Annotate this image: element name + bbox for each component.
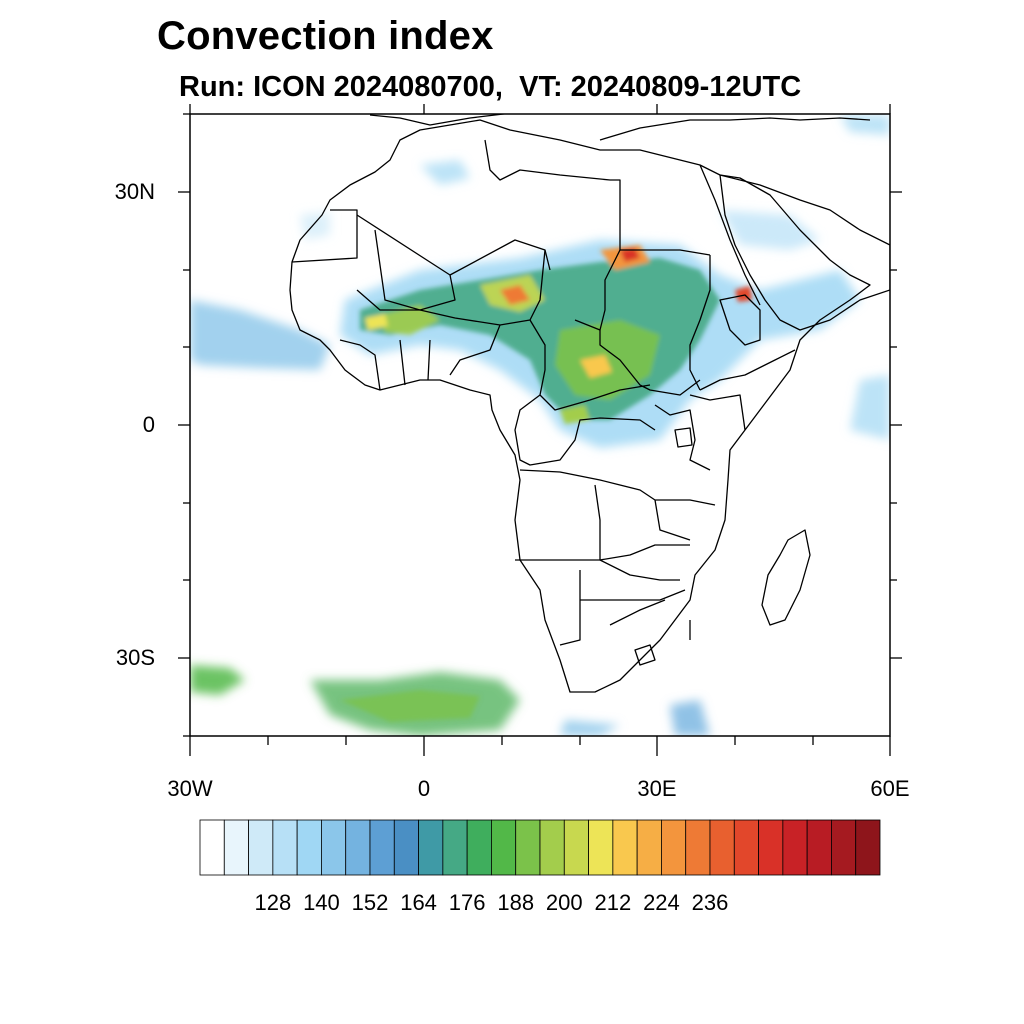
- colorbar-swatch: [515, 819, 541, 876]
- colorbar-label: 128: [254, 890, 292, 915]
- colorbar-swatch: [758, 819, 784, 876]
- colorbar-swatch: [321, 819, 347, 876]
- colorbar-swatch: [248, 819, 274, 876]
- map-title: Convection index: [157, 14, 494, 58]
- colorbar-swatch: [345, 819, 371, 876]
- colorbar-swatch: [393, 819, 419, 876]
- colorbar-swatch: [661, 819, 687, 876]
- lon-label-60e: 60E: [870, 776, 910, 801]
- colorbar-swatch: [491, 819, 517, 876]
- colorbar-swatch: [466, 819, 492, 876]
- lon-label-0: 0: [417, 776, 431, 801]
- colorbar-swatch: [782, 819, 808, 876]
- map-frame: [189, 113, 891, 737]
- colorbar-swatch: [369, 819, 395, 876]
- colorbar-swatch: [563, 819, 589, 876]
- colorbar-label: 140: [303, 890, 340, 915]
- colorbar-swatch: [223, 819, 249, 876]
- colorbar-label: 176: [448, 890, 486, 915]
- colorbar: [199, 819, 881, 876]
- lat-label-30n: 30N: [114, 179, 155, 204]
- colorbar-swatch: [272, 819, 298, 876]
- colorbar-label: 152: [351, 890, 389, 915]
- lon-label-30w: 30W: [167, 776, 213, 801]
- colorbar-label: 236: [691, 890, 729, 915]
- colorbar-swatch: [199, 819, 225, 876]
- colorbar-label: 212: [594, 890, 632, 915]
- coastlines-borders: [289, 114, 890, 693]
- convection-field: [190, 115, 890, 736]
- colorbar-swatch: [296, 819, 322, 876]
- colorbar-swatch: [539, 819, 565, 876]
- lon-ticks: [189, 104, 891, 756]
- colorbar-swatch: [588, 819, 614, 876]
- colorbar-swatch: [855, 819, 881, 876]
- colorbar-swatch: [612, 819, 638, 876]
- lon-label-30e: 30E: [637, 776, 677, 801]
- lat-label-0: 0: [142, 412, 155, 437]
- colorbar-swatch: [831, 819, 857, 876]
- map-subtitle: Run: ICON 2024080700, VT: 20240809-12UTC: [179, 71, 802, 103]
- colorbar-swatch: [418, 819, 444, 876]
- colorbar-label: 224: [643, 890, 680, 915]
- colorbar-label: 164: [400, 890, 437, 915]
- colorbar-swatch: [806, 819, 832, 876]
- lat-ticks: [178, 113, 902, 737]
- colorbar-label: 188: [497, 890, 535, 915]
- colorbar-swatch: [685, 819, 711, 876]
- colorbar-swatch: [733, 819, 759, 876]
- lat-label-30s: 30S: [115, 645, 155, 670]
- colorbar-swatch: [709, 819, 735, 876]
- colorbar-swatch: [442, 819, 468, 876]
- colorbar-label: 200: [545, 890, 583, 915]
- colorbar-swatch: [636, 819, 662, 876]
